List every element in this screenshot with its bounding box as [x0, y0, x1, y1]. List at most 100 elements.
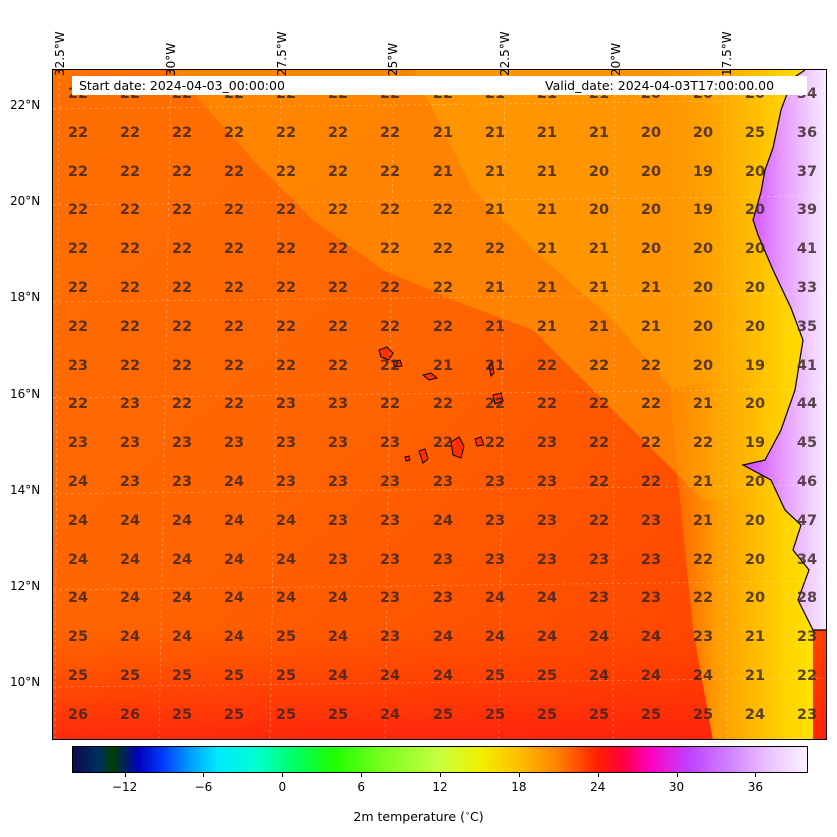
grid-value: 35 [796, 318, 818, 335]
grid-value: 34 [796, 551, 818, 568]
lon-label: 30°W [164, 42, 178, 76]
grid-value: 24 [119, 629, 141, 646]
grid-value: 37 [796, 163, 818, 180]
colorbar [72, 746, 808, 773]
grid-value: 22 [588, 435, 610, 452]
colorbar-tick-label: 18 [511, 780, 527, 794]
grid-value: 19 [692, 163, 714, 180]
grid-value: 25 [640, 706, 662, 723]
grid-value: 25 [275, 706, 297, 723]
grid-value: 23 [379, 590, 401, 607]
grid-value: 23 [536, 435, 558, 452]
grid-value: 22 [327, 202, 349, 219]
grid-value: 41 [796, 357, 818, 374]
grid-value: 22 [67, 124, 89, 141]
grid-value: 22 [379, 241, 401, 258]
grid-value: 20 [744, 241, 766, 258]
grid-value: 26 [119, 706, 141, 723]
grid-value: 24 [223, 590, 245, 607]
grid-value: 22 [327, 124, 349, 141]
grid-value: 22 [640, 435, 662, 452]
grid-value: 25 [744, 124, 766, 141]
colorbar-tick-label: −12 [111, 780, 138, 794]
coastline [741, 70, 826, 631]
grid-value: 22 [223, 280, 245, 296]
grid-value: 22 [171, 280, 193, 296]
grid-value: 24 [327, 629, 349, 646]
grid-value: 22 [275, 202, 297, 219]
grid-value: 23 [588, 590, 610, 607]
grid-value: 21 [536, 124, 558, 141]
grid-value: 25 [223, 668, 245, 684]
grid-value: 23 [484, 551, 506, 568]
grid-value: 24 [588, 668, 610, 684]
grid-value: 20 [744, 551, 766, 568]
grid-value: 23 [67, 357, 89, 374]
grid-value: 22 [692, 435, 714, 452]
grid-value: 19 [744, 357, 766, 374]
grid-value: 22 [67, 396, 89, 413]
cape-verde-islands [378, 346, 504, 464]
grid-value: 24 [744, 706, 766, 723]
grid-value: 23 [327, 474, 349, 490]
grid-value: 22 [275, 280, 297, 296]
grid-value: 22 [223, 396, 245, 413]
grid-value: 20 [588, 202, 610, 219]
grid-value: 24 [275, 512, 297, 529]
grid-value: 33 [796, 280, 818, 296]
grid-value: 20 [744, 512, 766, 529]
grid-value: 22 [67, 318, 89, 335]
grid-value: 25 [275, 668, 297, 684]
grid-value: 22 [432, 280, 454, 296]
grid-value: 21 [588, 241, 610, 258]
lat-label: 20°N [10, 194, 41, 208]
grid-value: 24 [692, 668, 714, 684]
grid-value: 22 [379, 280, 401, 296]
grid-value: 23 [275, 396, 297, 413]
date-header-bar [72, 76, 807, 95]
grid-value: 21 [744, 668, 766, 684]
grid-value: 24 [379, 706, 401, 723]
grid-value: 20 [692, 241, 714, 258]
grid-value: 39 [796, 202, 818, 219]
grid-value: 22 [327, 357, 349, 374]
grid-value: 21 [640, 318, 662, 335]
temperature-field [53, 70, 826, 739]
grid-value: 22 [223, 163, 245, 180]
grid-value: 21 [640, 280, 662, 296]
grid-value: 24 [67, 474, 89, 490]
grid-value: 20 [640, 202, 662, 219]
grid-value: 23 [119, 474, 141, 490]
grid-value: 21 [536, 241, 558, 258]
grid-value: 21 [692, 512, 714, 529]
lon-label: 32.5°W [53, 31, 67, 76]
grid-value: 25 [432, 706, 454, 723]
grid-value: 21 [692, 396, 714, 413]
grid-value: 22 [327, 318, 349, 335]
map-panel [52, 69, 827, 740]
grid-value: 22 [67, 163, 89, 180]
grid-value: 23 [327, 435, 349, 452]
grid-value: 22 [484, 241, 506, 258]
grid-value: 22 [379, 396, 401, 413]
colorbar-tick-label: −6 [194, 780, 213, 794]
grid-value: 25 [223, 706, 245, 723]
grid-value: 23 [171, 435, 193, 452]
grid-value: 23 [640, 590, 662, 607]
grid-value: 20 [744, 474, 766, 490]
grid-value: 23 [275, 474, 297, 490]
grid-value: 22 [171, 124, 193, 141]
grid-value: 24 [484, 590, 506, 607]
grid-value: 24 [327, 668, 349, 684]
grid-value: 21 [536, 280, 558, 296]
grid-value: 22 [379, 357, 401, 374]
lat-label: 10°N [10, 675, 41, 689]
grid-value: 21 [432, 357, 454, 374]
grid-value: 22 [223, 318, 245, 335]
lon-label: 20°W [609, 42, 623, 76]
grid-value: 24 [484, 629, 506, 646]
grid-value: 24 [223, 551, 245, 568]
grid-value: 24 [223, 629, 245, 646]
grid-value: 44 [796, 396, 818, 413]
grid-value: 20 [640, 241, 662, 258]
